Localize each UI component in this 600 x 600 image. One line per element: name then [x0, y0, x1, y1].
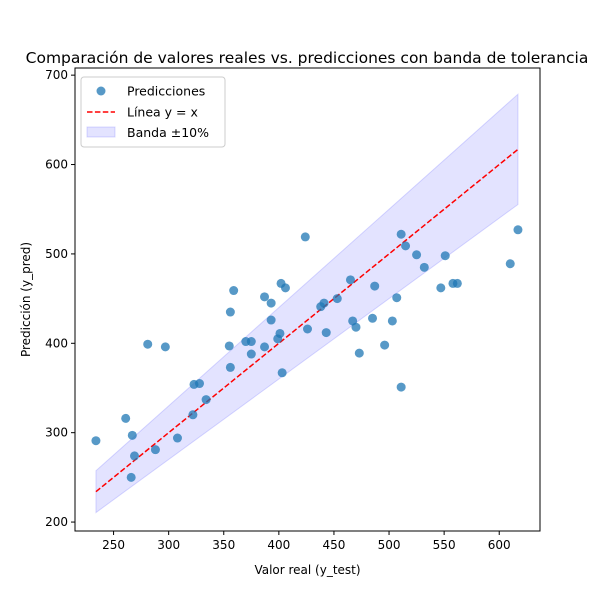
- data-point: [396, 229, 406, 239]
- x-tick-label: 350: [212, 538, 235, 552]
- y-tick-label: 400: [45, 336, 68, 350]
- data-point: [126, 472, 136, 482]
- data-point: [396, 382, 406, 392]
- data-point: [266, 315, 276, 325]
- y-tick-label: 300: [45, 426, 68, 440]
- x-tick-label: 250: [102, 538, 125, 552]
- data-point: [188, 410, 198, 420]
- legend-points-label: Predicciones: [127, 84, 205, 99]
- y-axis-label: Predicción (y_pred): [19, 242, 33, 357]
- x-axis-label: Valor real (y_test): [254, 563, 360, 577]
- data-point: [387, 316, 397, 326]
- data-point: [303, 324, 312, 334]
- x-tick-label: 300: [157, 538, 180, 552]
- data-point: [354, 348, 364, 358]
- x-tick-label: 550: [433, 538, 456, 552]
- data-point: [368, 313, 378, 323]
- x-tick-label: 450: [322, 538, 345, 552]
- data-point: [401, 241, 411, 251]
- data-point: [351, 322, 361, 332]
- tolerance-band: [95, 93, 519, 514]
- data-point: [160, 342, 170, 352]
- plot-frame: [74, 67, 541, 532]
- data-point: [195, 379, 205, 389]
- y-tick-label: 600: [45, 158, 68, 172]
- data-point: [419, 262, 429, 272]
- data-point: [332, 294, 342, 304]
- data-point: [436, 283, 446, 293]
- data-point: [321, 328, 331, 338]
- x-tick-label: 400: [267, 538, 290, 552]
- data-point: [150, 445, 160, 455]
- data-point: [412, 250, 422, 260]
- data-point: [505, 259, 515, 269]
- chart-title: Comparación de valores reales vs. predic…: [26, 49, 589, 67]
- data-point: [229, 286, 239, 296]
- data-point: [345, 275, 355, 285]
- data-point: [225, 362, 235, 372]
- data-point: [392, 293, 402, 303]
- data-point: [260, 342, 270, 352]
- legend-points-marker: [96, 86, 106, 96]
- data-point: [91, 436, 101, 446]
- data-point: [513, 225, 523, 235]
- data-point: [143, 339, 153, 349]
- y-axis: 200 300 400 500 600 700: [45, 68, 75, 529]
- data-point: [224, 341, 234, 351]
- data-point: [452, 278, 462, 288]
- legend-box: [80, 76, 226, 148]
- identity-line: [95, 148, 519, 493]
- data-point: [370, 281, 380, 291]
- data-point: [172, 433, 182, 443]
- data-point: [201, 395, 211, 405]
- points-layer: [91, 225, 523, 482]
- x-tick-label: 500: [378, 538, 401, 552]
- x-tick-label: 600: [488, 538, 511, 552]
- data-point: [260, 292, 270, 302]
- data-point: [246, 337, 256, 347]
- x-axis: 250 300 350 400 450 500 550 600: [102, 531, 511, 552]
- legend: Predicciones Línea y = x Banda ±10%: [80, 76, 226, 148]
- y-tick-label: 500: [45, 247, 68, 261]
- data-point: [277, 368, 287, 378]
- data-point: [266, 298, 276, 308]
- legend-band-label: Banda ±10%: [127, 125, 209, 140]
- data-point: [380, 340, 390, 350]
- y-tick-label: 700: [45, 68, 68, 82]
- data-point: [319, 298, 329, 308]
- data-point: [280, 283, 290, 293]
- plot-area: [91, 93, 523, 514]
- legend-line-label: Línea y = x: [127, 105, 198, 120]
- data-point: [130, 451, 140, 461]
- legend-band-marker: [86, 126, 116, 138]
- data-point: [300, 232, 310, 242]
- data-point: [275, 328, 285, 338]
- data-point: [440, 251, 450, 261]
- data-point: [121, 413, 131, 423]
- y-tick-label: 200: [45, 515, 68, 529]
- data-point: [246, 349, 256, 359]
- data-point: [127, 430, 137, 440]
- data-point: [225, 307, 235, 317]
